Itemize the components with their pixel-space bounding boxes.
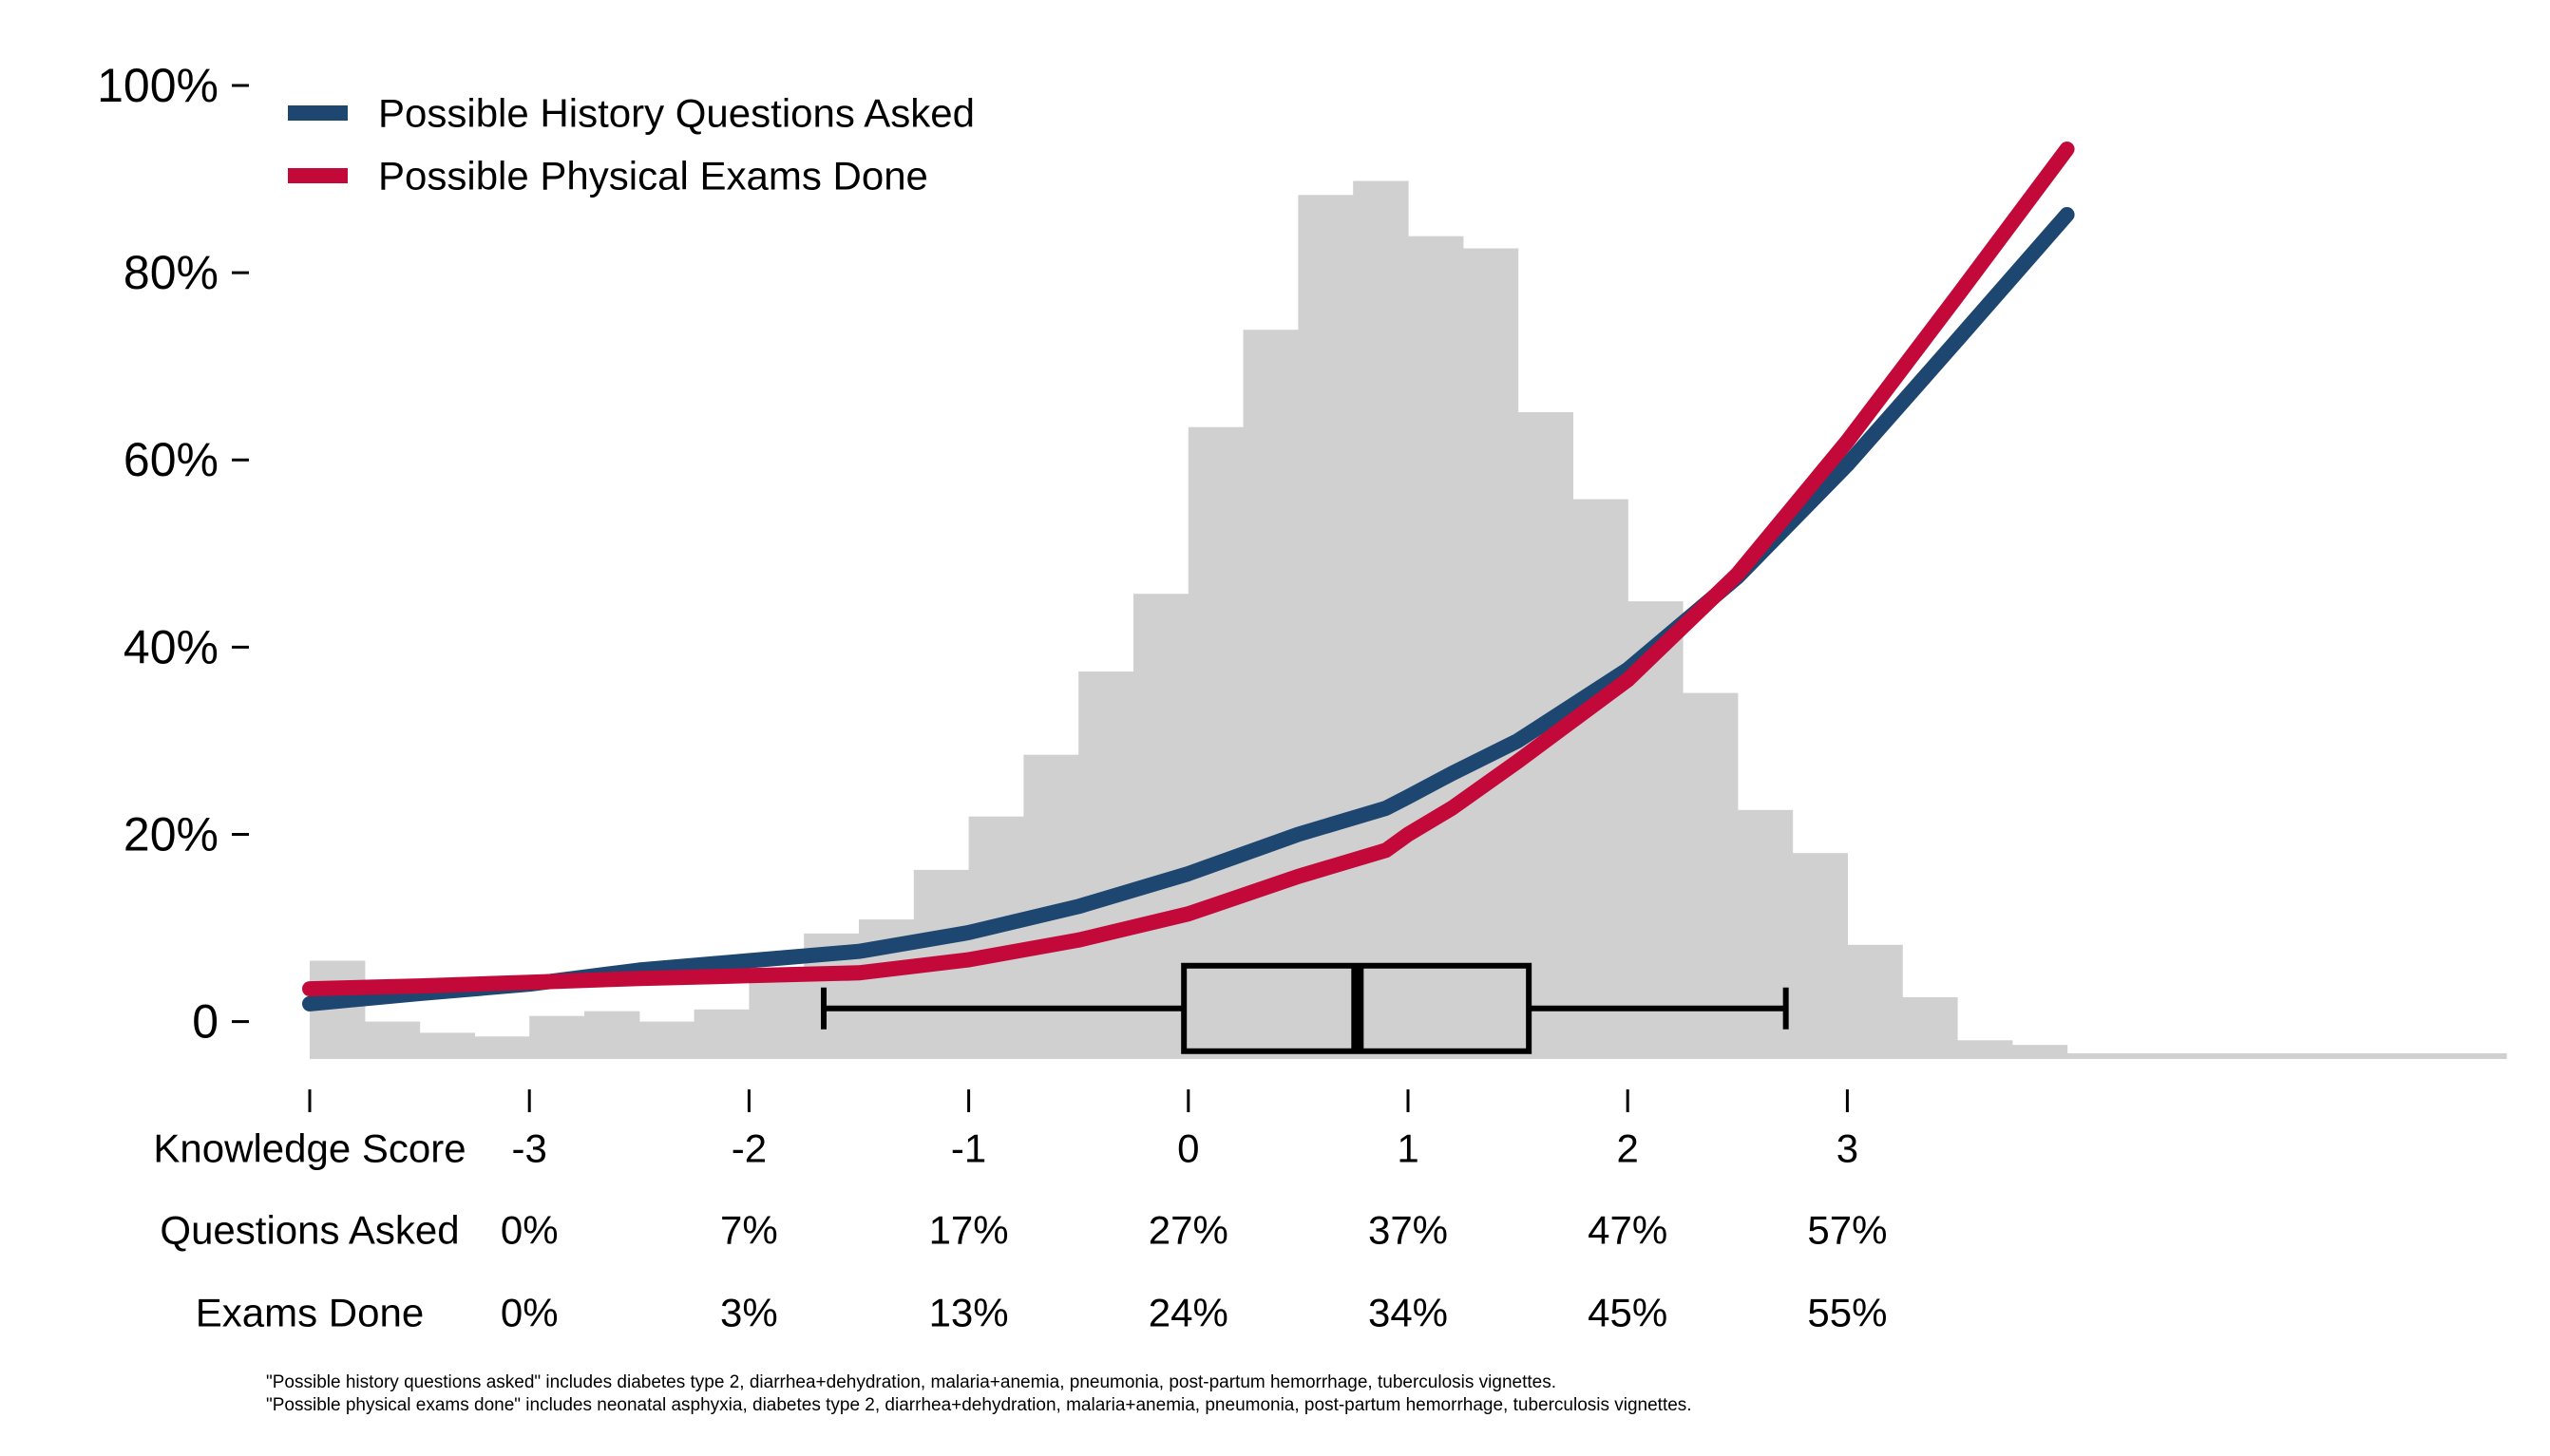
table-cell: 3 <box>1836 1126 1858 1171</box>
y-tick-label: 20% <box>124 807 219 860</box>
histogram-bar <box>2341 1053 2397 1059</box>
table-cell: 47% <box>1588 1208 1667 1253</box>
footnote-history: "Possible history questions asked" inclu… <box>266 1372 1556 1392</box>
table-cell: 45% <box>1588 1291 1667 1335</box>
y-tick-label: 0 <box>192 995 219 1049</box>
histogram-bar <box>1078 671 1134 1059</box>
table-row-label: Exams Done <box>196 1291 424 1335</box>
histogram-bar <box>694 1009 750 1059</box>
histogram-bar <box>1847 944 1903 1059</box>
table-cell: 0 <box>1177 1126 1199 1171</box>
table-row-label: Knowledge Score <box>153 1126 466 1171</box>
footnotes: "Possible history questions asked" inclu… <box>266 1371 1692 1417</box>
y-tick-label: 40% <box>124 620 219 673</box>
histogram-bar <box>2451 1053 2507 1059</box>
footnote-exams: "Possible physical exams done" includes … <box>266 1395 1692 1415</box>
histogram <box>310 180 2507 1060</box>
histogram-bar <box>1957 1040 2013 1059</box>
table-cell: 55% <box>1807 1291 1887 1335</box>
histogram-bar <box>2396 1053 2452 1059</box>
y-tick-label: 100% <box>97 59 219 112</box>
histogram-bar <box>419 1032 475 1059</box>
table-cell: 0% <box>501 1208 559 1253</box>
table-cell: 7% <box>720 1208 778 1253</box>
table-cell: 1 <box>1397 1126 1418 1171</box>
table-cell: 57% <box>1807 1208 1887 1253</box>
histogram-bar <box>1353 180 1409 1059</box>
histogram-bar <box>364 1021 421 1059</box>
table-cell: 24% <box>1149 1291 1228 1335</box>
legend: Possible History Questions Asked Possible… <box>288 91 975 199</box>
series-lines <box>302 142 2075 1012</box>
y-tick-label: 80% <box>124 246 219 299</box>
histogram-bar <box>1683 692 1739 1059</box>
x-axis <box>308 1089 1849 1112</box>
table-cell: 37% <box>1368 1208 1448 1253</box>
score-table: Knowledge Score -3 -2 -1 0 1 2 3 Questions Asked… <box>153 1126 1887 1335</box>
table-cell: 2 <box>1617 1126 1639 1171</box>
table-row-label: Questions Asked <box>160 1208 459 1253</box>
histogram-bar <box>2011 1045 2068 1059</box>
line-physical-exams <box>302 142 2075 997</box>
histogram-bar <box>2066 1053 2122 1059</box>
y-axis: 100% 80% 60% 40% 20% 0 <box>97 59 249 1049</box>
histogram-bar <box>1298 195 1354 1060</box>
histogram-bar <box>638 1021 695 1059</box>
histogram-bar <box>1188 426 1245 1059</box>
table-cell: 17% <box>929 1208 1009 1253</box>
y-tick-label: 60% <box>124 433 219 486</box>
histogram-bar <box>2232 1053 2288 1059</box>
histogram-bar <box>1902 997 1958 1059</box>
histogram-bar <box>1243 330 1299 1059</box>
legend-label: Possible Physical Exams Done <box>378 154 928 199</box>
table-cell: 0% <box>501 1291 559 1335</box>
table-cell: 3% <box>720 1291 778 1335</box>
histogram-bar <box>749 977 805 1059</box>
table-cell: -3 <box>512 1126 547 1171</box>
histogram-bar <box>2286 1053 2343 1059</box>
table-cell: 34% <box>1368 1291 1448 1335</box>
boxplot <box>821 962 1789 1054</box>
table-cell: -1 <box>951 1126 986 1171</box>
table-cell: 27% <box>1149 1208 1228 1253</box>
legend-label: Possible History Questions Asked <box>378 91 975 136</box>
histogram-bar <box>529 1015 585 1059</box>
table-cell: -2 <box>732 1126 767 1171</box>
histogram-bar <box>2122 1053 2178 1059</box>
table-cell: 13% <box>929 1291 1009 1335</box>
histogram-bar <box>1133 594 1189 1059</box>
histogram-bar <box>1408 236 1464 1059</box>
histogram-bar <box>1462 248 1519 1059</box>
histogram-bar <box>1792 853 1848 1059</box>
histogram-bar <box>584 1011 640 1059</box>
histogram-bar <box>474 1036 530 1059</box>
histogram-bar <box>1572 499 1628 1059</box>
histogram-bar <box>2177 1053 2233 1059</box>
